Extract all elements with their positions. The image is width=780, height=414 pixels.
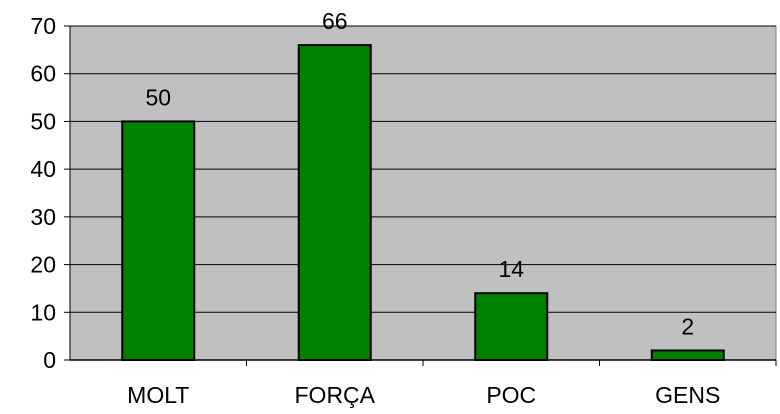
bar-poc	[474, 292, 549, 362]
y-tick-label: 50	[30, 108, 56, 134]
data-label: 50	[145, 84, 171, 110]
x-category-label: FORÇA	[295, 382, 376, 408]
data-label: 14	[498, 256, 524, 282]
y-tick-label: 40	[30, 156, 56, 182]
bar-gens	[650, 349, 725, 362]
y-tick-label: 10	[30, 299, 56, 325]
bars	[121, 44, 725, 362]
y-tick-label: 70	[30, 13, 56, 39]
data-label: 2	[681, 313, 694, 339]
bar-molt	[121, 120, 196, 361]
x-category-label: GENS	[655, 382, 720, 408]
x-category-label: POC	[486, 382, 536, 408]
y-tick-label: 30	[30, 204, 56, 230]
x-category-label: MOLT	[127, 382, 189, 408]
y-tick-label: 60	[30, 61, 56, 87]
data-label: 66	[322, 8, 348, 34]
y-tick-label: 20	[30, 252, 56, 278]
y-tick-label: 0	[43, 347, 56, 373]
axes	[64, 25, 777, 366]
bar-força	[297, 44, 372, 361]
labels: 0 10 20 30 40 50 60 70 50 MOLT 66 FORÇA 14 POC 2 GENS	[30, 8, 720, 408]
